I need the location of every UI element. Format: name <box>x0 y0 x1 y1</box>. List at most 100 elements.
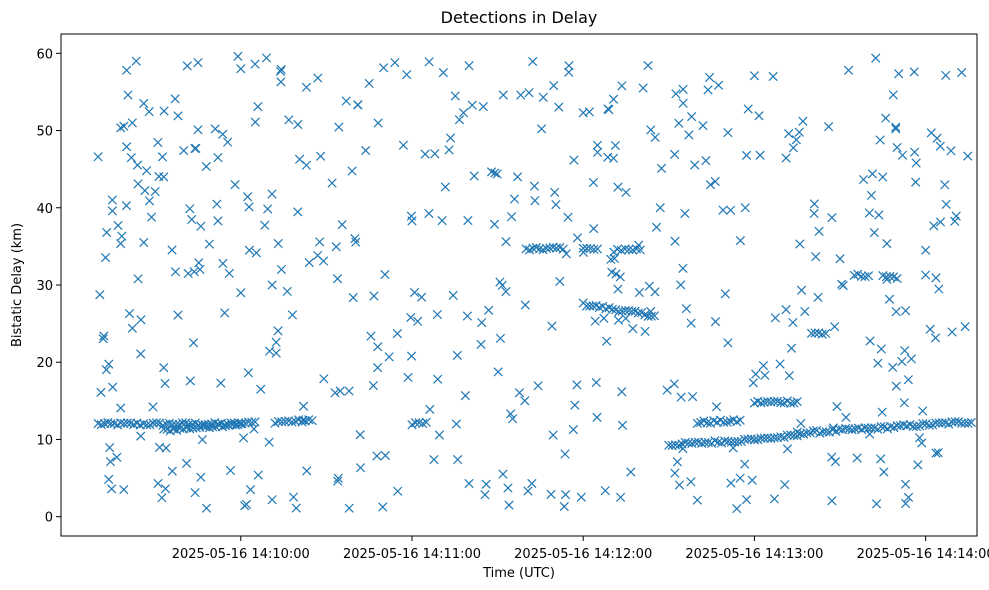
detection-marker <box>267 189 277 199</box>
detection-marker <box>674 118 684 128</box>
detection-marker <box>917 438 927 448</box>
detection-marker <box>634 287 645 298</box>
detection-marker <box>380 269 390 280</box>
detection-marker <box>460 390 470 401</box>
detection-marker <box>589 244 599 254</box>
detection-marker <box>201 422 211 432</box>
detection-marker <box>815 428 825 438</box>
detection-marker <box>250 117 260 127</box>
detection-marker <box>606 254 616 265</box>
detection-marker <box>213 216 223 226</box>
detection-marker <box>808 426 818 436</box>
detection-marker <box>626 467 636 477</box>
detection-marker <box>882 238 892 249</box>
detection-marker <box>878 172 888 182</box>
detection-marker <box>610 140 621 151</box>
detection-marker <box>298 415 308 425</box>
detection-marker <box>768 71 778 82</box>
detection-marker <box>139 98 149 109</box>
x-axis-ticks: 2025-05-16 14:10:00 2025-05-16 14:11:00 20… <box>172 536 989 562</box>
detection-marker <box>378 63 389 73</box>
detection-marker <box>925 324 935 334</box>
detection-marker <box>888 362 898 373</box>
detection-marker <box>264 346 275 356</box>
detection-marker <box>437 216 447 226</box>
detection-marker <box>220 308 230 318</box>
detection-marker <box>486 167 497 177</box>
detection-marker <box>498 469 508 479</box>
detection-marker <box>670 468 680 478</box>
detection-marker <box>550 187 560 197</box>
detection-marker <box>617 420 628 430</box>
detection-marker <box>792 397 802 407</box>
detection-marker <box>403 372 413 383</box>
detection-marker <box>836 279 847 289</box>
detection-marker <box>304 257 314 268</box>
detection-marker <box>784 129 794 139</box>
detection-marker <box>584 107 594 117</box>
detection-marker <box>159 363 169 373</box>
detection-marker <box>640 326 650 336</box>
detection-marker <box>151 418 162 428</box>
detection-marker <box>148 402 158 412</box>
detection-marker <box>601 336 612 346</box>
detection-marker <box>126 152 136 163</box>
detection-marker <box>276 64 286 75</box>
detection-marker <box>758 361 769 371</box>
detection-marker <box>481 479 491 489</box>
detection-marker <box>931 448 941 458</box>
detection-marker <box>122 142 132 152</box>
detection-marker <box>263 204 273 214</box>
detection-marker <box>687 392 698 402</box>
detection-marker <box>646 306 656 317</box>
detection-marker <box>201 503 212 513</box>
detection-marker <box>102 227 112 238</box>
detection-marker <box>144 107 154 117</box>
detection-marker <box>450 91 460 101</box>
detection-marker <box>398 140 409 150</box>
detection-marker <box>832 401 842 412</box>
detection-marker <box>133 274 143 284</box>
detection-marker <box>213 152 223 163</box>
detection-marker <box>183 268 193 279</box>
detection-marker <box>609 253 620 264</box>
detection-marker <box>796 285 807 295</box>
detection-marker <box>570 400 580 410</box>
detection-marker <box>119 485 129 495</box>
detection-marker <box>524 88 534 98</box>
detection-marker <box>871 53 881 63</box>
detection-marker <box>476 339 486 350</box>
detection-marker <box>884 294 895 304</box>
detection-marker <box>104 359 114 369</box>
detection-marker <box>751 369 761 379</box>
detection-marker <box>414 418 424 428</box>
detection-marker <box>523 486 533 496</box>
detection-marker <box>139 237 149 248</box>
detection-marker <box>662 385 672 395</box>
detection-marker <box>891 307 901 317</box>
detection-marker <box>809 199 819 209</box>
detection-marker <box>451 419 462 429</box>
detection-marker <box>672 457 682 467</box>
detection-marker <box>302 466 312 476</box>
detection-marker <box>722 417 732 427</box>
x-axis-label: Time (UTC) <box>482 566 555 581</box>
detection-marker <box>260 220 270 230</box>
detection-marker <box>463 215 473 226</box>
detection-marker <box>106 484 117 494</box>
detection-marker <box>678 84 688 94</box>
detection-marker <box>271 337 281 347</box>
detection-marker <box>628 323 638 334</box>
detection-marker <box>495 333 506 343</box>
detection-marker <box>791 135 802 145</box>
detection-marker <box>330 388 340 398</box>
detection-marker <box>892 273 902 284</box>
detection-marker <box>127 118 137 128</box>
detection-marker <box>564 67 574 77</box>
detection-marker <box>871 499 882 509</box>
detection-marker <box>810 328 820 338</box>
detection-marker <box>185 204 195 214</box>
detection-marker <box>509 194 520 204</box>
detection-marker <box>313 250 323 261</box>
detection-marker <box>921 245 931 255</box>
